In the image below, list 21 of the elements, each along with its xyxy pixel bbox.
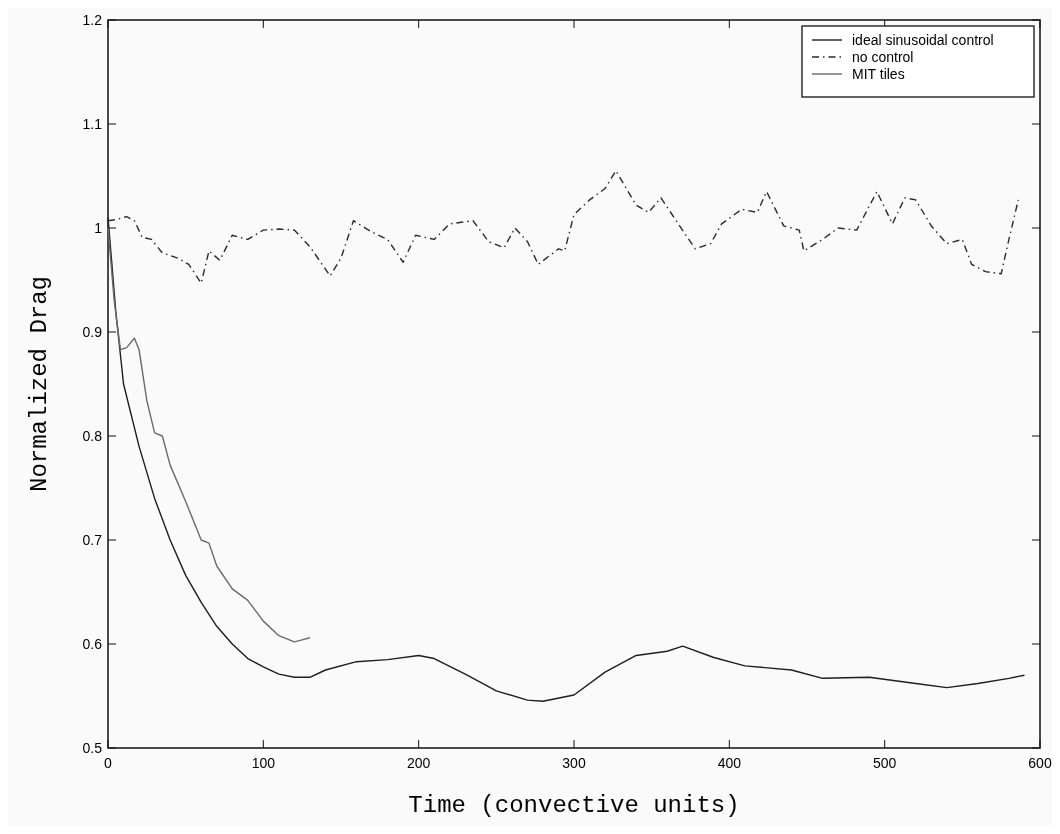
x-tick-label: 500 <box>872 755 897 771</box>
x-tick-label: 0 <box>104 755 113 771</box>
legend-label: no control <box>852 49 914 65</box>
x-tick-label: 300 <box>562 755 586 771</box>
y-tick-label: 0.9 <box>82 324 103 340</box>
legend-label: MIT tiles <box>852 66 905 82</box>
line-series <box>107 227 311 643</box>
x-axis-title: Time (convective units) <box>408 792 740 819</box>
x-tick-label: 600 <box>1028 755 1052 771</box>
legend-label: ideal sinusoidal control <box>852 32 994 48</box>
y-tick-label: 1 <box>94 220 103 236</box>
y-tick-label: 0.8 <box>82 428 103 444</box>
y-axis-title: Normalized Drag <box>26 275 53 493</box>
y-tick-label: 1.1 <box>82 116 103 132</box>
x-tick-label: 200 <box>406 755 431 771</box>
x-tick-label: 400 <box>717 755 742 771</box>
y-tick-label: 0.6 <box>82 636 103 652</box>
y-tick-label: 0.5 <box>82 740 103 756</box>
y-tick-label: 1.2 <box>82 12 103 28</box>
y-tick-label: 0.7 <box>82 532 103 548</box>
x-tick-label: 100 <box>251 755 276 771</box>
